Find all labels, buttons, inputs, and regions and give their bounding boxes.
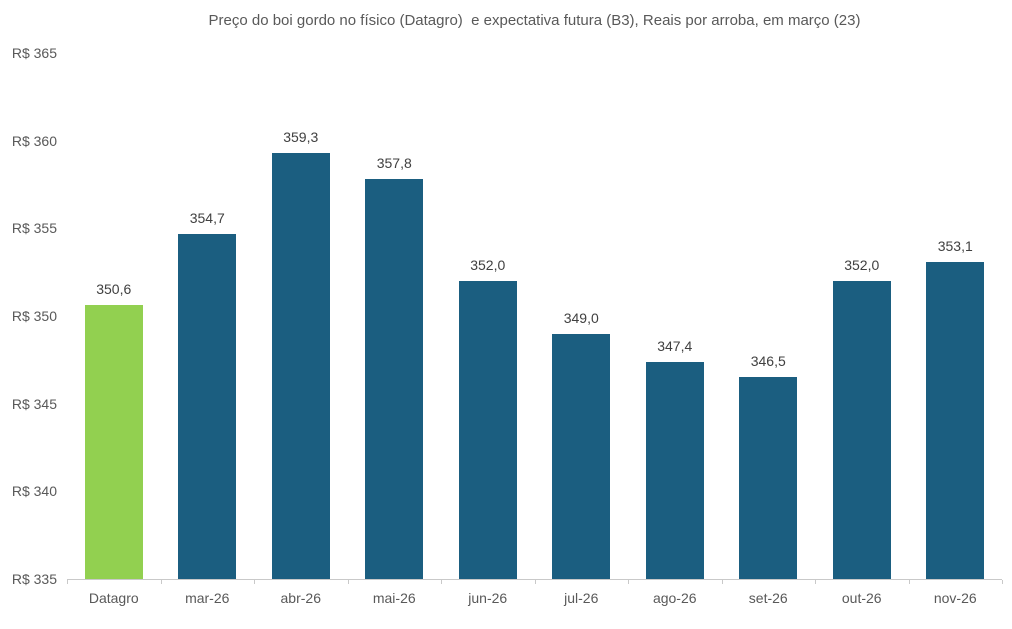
x-axis-tick-mark xyxy=(67,580,68,584)
y-axis-tick-label: R$ 350 xyxy=(11,308,57,324)
bar-value-label: 349,0 xyxy=(563,309,599,326)
x-axis-category-label: nov-26 xyxy=(933,590,977,606)
y-axis-tick-label: R$ 340 xyxy=(11,483,57,500)
chart-title: Preço do boi gordo no físico (Datagro) e… xyxy=(208,12,861,29)
x-axis-category-label: Datagro xyxy=(88,590,139,606)
x-axis-line xyxy=(67,579,1002,580)
x-axis-category-label: abr-26 xyxy=(280,590,321,606)
x-axis-category-label: jul-26 xyxy=(564,590,599,606)
bar-nov-26 xyxy=(926,261,985,579)
bar-set-26 xyxy=(739,377,798,579)
bar-value-label: 346,5 xyxy=(750,353,786,370)
y-axis-tick-label: R$ 365 xyxy=(11,45,57,61)
bar-value-label: 354,7 xyxy=(189,209,225,226)
y-axis-tick-label: R$ 335 xyxy=(11,571,57,587)
x-axis-tick-mark xyxy=(160,580,162,584)
bar-out-26 xyxy=(832,280,891,579)
x-axis-tick-mark xyxy=(347,580,349,584)
x-axis-tick-mark xyxy=(254,580,255,584)
x-axis-category-label: mai-26 xyxy=(372,590,416,606)
y-axis-tick-label: R$ 355 xyxy=(11,220,57,237)
y-axis-tick-label: R$ 360 xyxy=(11,132,57,149)
x-axis-category-label: mar-26 xyxy=(185,590,230,606)
bar-abr-26 xyxy=(271,152,330,579)
bar-value-label: 353,1 xyxy=(937,237,973,254)
bar-Datagro xyxy=(84,305,143,579)
bar-jun-26 xyxy=(458,280,517,579)
x-axis-category-label: out-26 xyxy=(841,590,882,606)
bar-jul-26 xyxy=(552,333,611,579)
x-axis-tick-mark xyxy=(721,580,723,584)
bar-ago-26 xyxy=(645,361,704,579)
bar-value-label: 347,4 xyxy=(657,337,693,354)
bar-value-label: 352,0 xyxy=(844,256,880,273)
bar-value-label: 357,8 xyxy=(376,155,412,172)
x-axis-category-label: ago-26 xyxy=(652,590,697,606)
bar-value-label: 352,0 xyxy=(470,256,506,273)
x-axis-tick-mark xyxy=(1002,580,1003,584)
bar-value-label: 359,3 xyxy=(283,128,319,145)
x-axis-tick-mark xyxy=(908,580,910,584)
x-axis-category-label: jun-26 xyxy=(468,590,508,606)
bar-value-label: 350,6 xyxy=(96,281,132,298)
x-axis-tick-mark xyxy=(815,580,816,584)
x-axis-tick-mark xyxy=(534,580,536,584)
bar-mar-26 xyxy=(178,233,237,579)
bar-mai-26 xyxy=(365,179,424,579)
x-axis-category-label: set-26 xyxy=(748,590,788,606)
x-axis-tick-mark xyxy=(441,580,442,584)
y-axis-tick-label: R$ 345 xyxy=(11,395,57,412)
x-axis-tick-mark xyxy=(628,580,629,584)
